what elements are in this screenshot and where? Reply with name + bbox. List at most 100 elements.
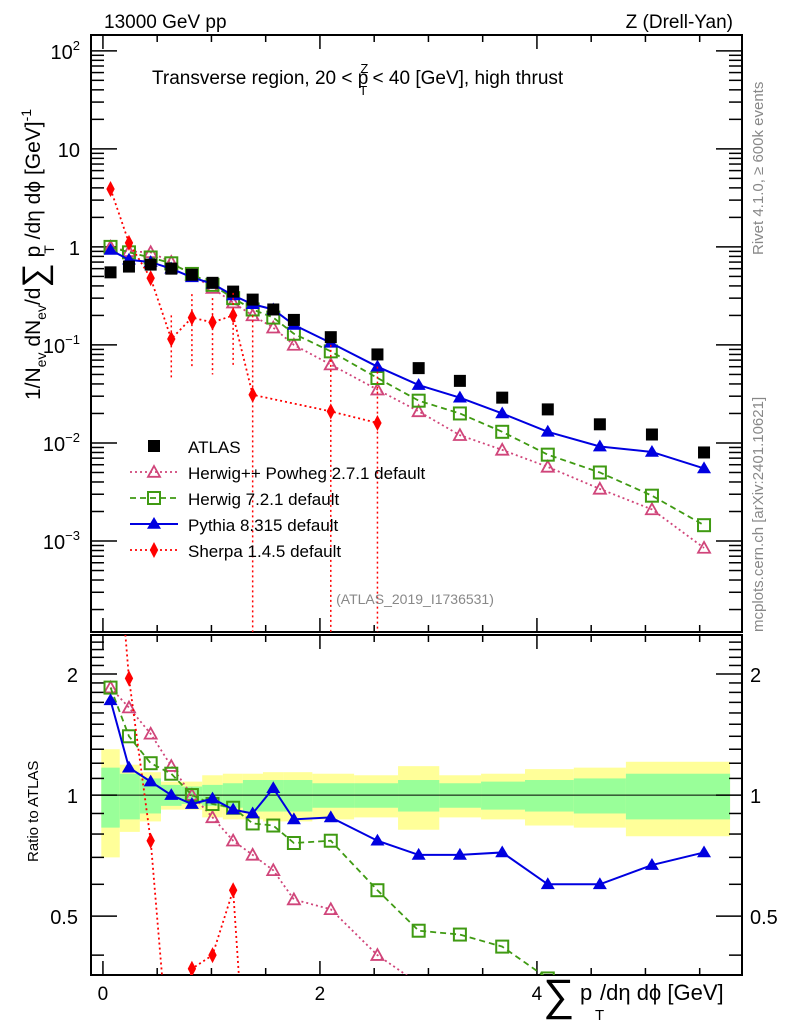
sherpa-1-4-5-default-line <box>109 188 378 424</box>
pythia-8-315-default-ratio-point <box>205 791 220 804</box>
pythia-8-315-default-ratio-point <box>121 760 136 773</box>
pythia-8-315-default-ratio-point <box>245 806 260 819</box>
herwig-powheg-2-7-1-default-ratio-point <box>204 809 221 824</box>
pythia-8-315-default-ratio-point <box>495 845 510 858</box>
ratio-tick-label: 0.5 <box>50 907 78 929</box>
herwig-powheg-2-7-1-default-ratio-point <box>245 847 261 861</box>
atlas-point <box>453 374 466 387</box>
ylabel-e: /dη dϕ [GeV] <box>22 121 45 245</box>
legend-marker-sherpa-1-4-5-default <box>149 542 159 558</box>
band-inner <box>101 767 120 828</box>
ratio-tick-label: 1 <box>67 786 78 808</box>
ylabel-a-sub: ev <box>33 353 49 368</box>
y-tick-label: 10−1 <box>43 332 80 358</box>
sherpa-1-4-5-default-point <box>106 180 115 197</box>
ylabel-e-sup: -1 <box>18 109 34 122</box>
pythia-8-315-default-point <box>540 424 555 437</box>
atlas-point <box>122 260 135 273</box>
herwig-powheg-2-7-1-default-ratio-point <box>265 862 281 877</box>
title-sup: Z <box>360 61 368 76</box>
atlas-point <box>645 428 658 441</box>
band-inner <box>262 780 284 812</box>
sherpa-1-4-5-default-ratio-point <box>146 832 155 849</box>
herwig-powheg-2-7-1-default-ratio-point <box>143 725 159 740</box>
band-inner <box>573 778 626 814</box>
herwig-7-2-1-default-ratio-point <box>164 766 179 781</box>
x-axis-label: ∑ p T /dη dϕ [GeV] <box>543 971 724 1024</box>
legend-label-herwig-7-2-1-default: Herwig 7.2.1 default <box>188 490 339 509</box>
pythia-8-315-default-ratio-point <box>644 858 659 870</box>
ylabel-d: p <box>22 246 45 264</box>
herwig-powheg-2-7-1-default-point <box>411 403 427 418</box>
x-tick-label: 2 <box>315 984 326 1005</box>
y-tick-base: 10 <box>43 434 65 456</box>
sherpa-1-4-5-default-point <box>208 314 217 331</box>
pythia-8-315-default-point <box>103 242 118 255</box>
herwig-powheg-2-7-1-default-point <box>286 337 302 351</box>
pythia-8-315-default-ratio-point <box>103 693 118 706</box>
pythia-8-315-default-ratio-point <box>143 774 158 787</box>
y-tick-base: 10 <box>51 42 73 64</box>
herwig-7-2-1-default-point <box>495 424 510 439</box>
pythia-8-315-default-line <box>110 249 705 470</box>
analysis-label: (ATLAS_2019_I1736531) <box>336 591 494 607</box>
atlas-point <box>412 362 425 375</box>
y-tick-exp: 2 <box>73 38 80 53</box>
main-series <box>103 180 712 632</box>
y-axis-label-text: 1/Nev dNev/d∑ pT /dη dϕ [GeV]-1 <box>16 109 57 400</box>
xlabel-sum: ∑ <box>543 971 574 1020</box>
herwig-powheg-2-7-1-default-ratio-point <box>413 978 425 989</box>
y-tick-label: 102 <box>51 38 80 64</box>
atlas-point <box>104 266 117 279</box>
herwig-7-2-1-default-point <box>452 406 467 421</box>
y-tick-exp: −3 <box>65 528 80 543</box>
sherpa-1-4-5-default-point <box>124 234 134 251</box>
atlas-point <box>324 331 337 344</box>
herwig-7-2-1-default-point <box>592 465 607 480</box>
pythia-8-315-default-point <box>370 359 385 372</box>
title-sub: T <box>359 83 367 98</box>
atlas-point <box>496 391 509 404</box>
ylabel-a: 1/N <box>22 367 45 400</box>
herwig-powheg-2-7-1-default-point <box>644 501 660 516</box>
y-tick-base: 1 <box>69 238 80 260</box>
ratio-bands <box>91 749 742 858</box>
pythia-8-315-default-ratio-point <box>184 797 199 809</box>
atlas-point <box>246 293 259 306</box>
herwig-7-2-1-default-point <box>411 393 426 408</box>
herwig-powheg-2-7-1-default-point <box>265 319 281 334</box>
legend-label-atlas: ATLAS <box>188 438 241 457</box>
herwig-powheg-2-7-1-default-point <box>540 459 556 473</box>
ratio-series <box>103 635 712 1024</box>
band-inner <box>481 781 525 810</box>
pythia-8-315-default-point <box>411 378 426 390</box>
herwig-7-2-1-default-ratio-point <box>370 883 385 898</box>
y-tick-base: 10 <box>43 336 65 358</box>
ratio-tick-label-right: 1 <box>750 786 761 808</box>
y-tick-exp: −1 <box>65 332 80 347</box>
pythia-8-315-default-ratio-point <box>323 810 338 823</box>
y-tick-label: 10−3 <box>43 528 80 554</box>
herwig-7-2-1-default-point <box>644 488 659 503</box>
herwig-powheg-2-7-1-default-point <box>494 442 510 456</box>
atlas-point <box>287 313 300 326</box>
herwig-powheg-2-7-1-default-point <box>452 427 468 441</box>
y-tick-label: 1 <box>69 238 80 260</box>
herwig-7-2-1-default-ratio-point <box>495 939 510 954</box>
rivet-label: Rivet 4.1.0, ≥ 600k events <box>750 82 767 255</box>
herwig-7-2-1-default-ratio-line <box>109 687 545 975</box>
herwig-powheg-2-7-1-default-ratio-point <box>225 832 241 847</box>
pythia-8-315-default-point <box>592 439 607 452</box>
sherpa-1-4-5-default-point <box>146 270 155 287</box>
pythia-8-315-default-point <box>495 406 510 419</box>
atlas-point <box>267 303 280 316</box>
y-axis-label: 1/Nev dNev/d∑ pT /dη dϕ [GeV]-1 <box>16 109 57 400</box>
upper-frame <box>90 34 743 633</box>
herwig-powheg-2-7-1-default-ratio-point <box>496 1018 508 1024</box>
sherpa-1-4-5-default-point <box>248 386 257 403</box>
title-main: Transverse region, 20 < p <box>152 68 368 89</box>
herwig-powheg-2-7-1-default-line <box>110 246 705 549</box>
y-tick-label: 10−2 <box>43 430 80 456</box>
header-left: 13000 GeV pp <box>104 12 227 33</box>
